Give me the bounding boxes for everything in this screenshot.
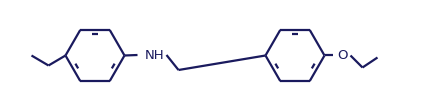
Text: O: O — [337, 49, 348, 62]
Text: NH: NH — [144, 49, 164, 61]
